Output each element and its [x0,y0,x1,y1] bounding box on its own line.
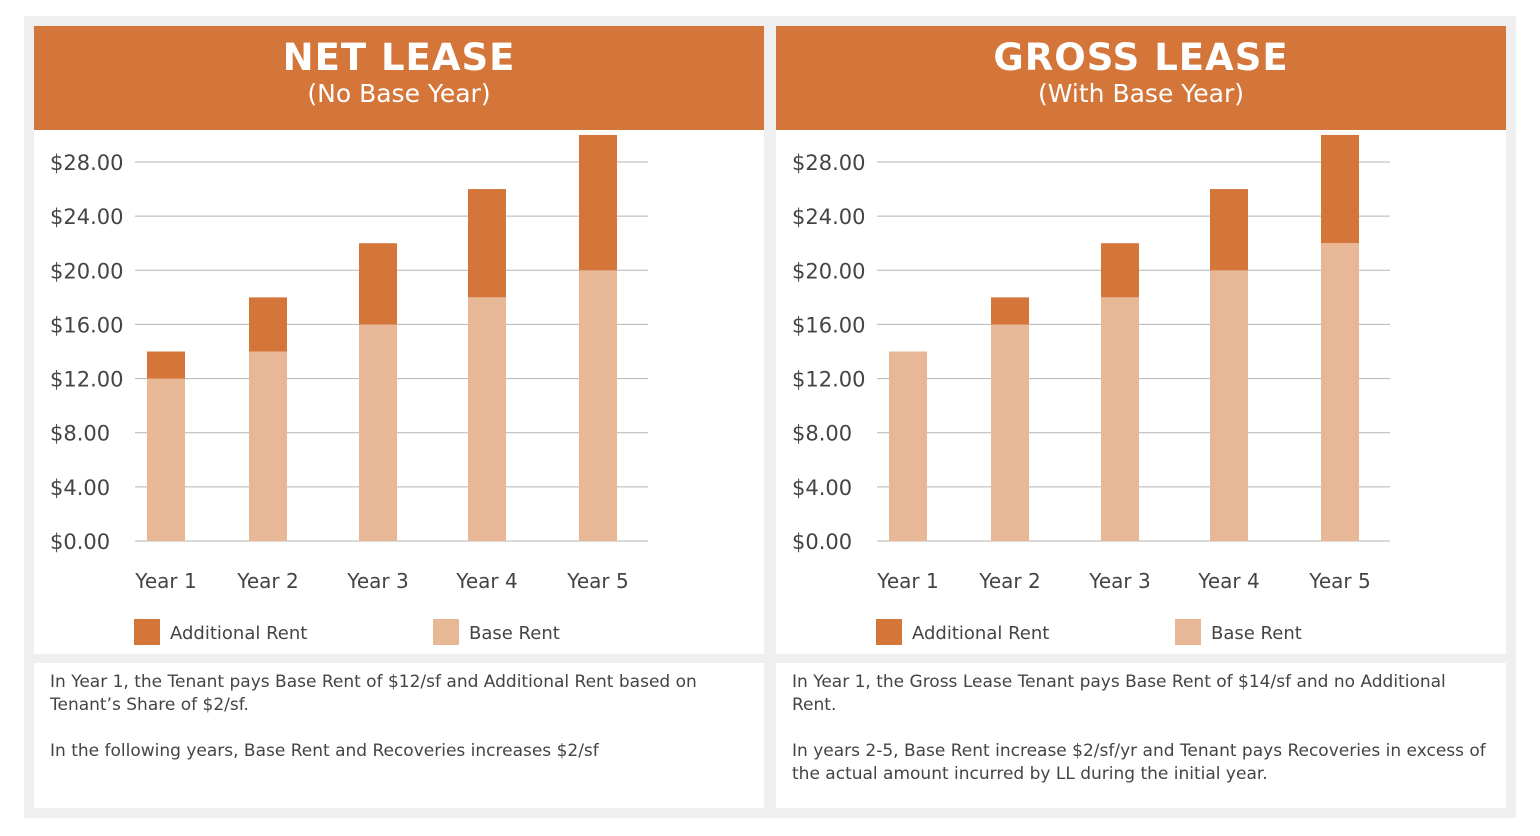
bar-additional-rent [1101,243,1139,298]
bar-additional-rent [468,189,506,298]
legend-label-additional: Additional Rent [170,623,307,644]
bar-base-rent [359,324,397,541]
bar-additional-rent [579,134,617,271]
note-paragraph: In Year 1, the Tenant pays Base Rent of … [50,672,697,715]
y-tick-label: $8.00 [50,422,110,446]
legend-label-additional: Additional Rent [912,623,1049,644]
gross-lease-header: GROSS LEASE (With Base Year) [776,26,1506,130]
x-tick-label: Year 5 [566,569,628,593]
bar-additional-rent [1321,134,1359,244]
panel-subtitle: (No Base Year) [307,79,491,108]
bar-base-rent [147,378,185,541]
bar-additional-rent [147,351,185,379]
bar-additional-rent [249,297,287,352]
legend-label-base: Base Rent [1211,623,1302,644]
y-tick-label: $20.00 [50,259,123,283]
legend-swatch-base [1175,619,1201,645]
net-lease-notes: In Year 1, the Tenant pays Base Rent of … [34,663,764,808]
x-tick-label: Year 3 [1088,569,1150,593]
note-paragraph: In Year 1, the Gross Lease Tenant pays B… [792,672,1446,715]
y-tick-label: $28.00 [50,151,123,175]
y-tick-label: $16.00 [792,313,865,337]
x-tick-label: Year 1 [134,569,196,593]
panel-subtitle: (With Base Year) [1038,79,1244,108]
x-tick-label: Year 1 [876,569,938,593]
chart-svg: $0.00 $4.00 $8.00 $12.00 $16.00 $20.00 $24.00 $… [792,134,1390,645]
net-lease-panel: NET LEASE (No Base Year) $0.00 $4.00 $8.00… [34,26,764,808]
bar-additional-rent [991,297,1029,325]
y-tick-label: $24.00 [50,205,123,229]
net-lease-chart: $0.00 $4.00 $8.00 $12.00 $16.00 $20.00 $24.00 $… [34,130,764,654]
chart-svg: $0.00 $4.00 $8.00 $12.00 $16.00 $20.00 $24.00 $… [50,134,648,645]
bar-base-rent [1101,297,1139,541]
bar-base-rent [579,270,617,541]
x-tick-label: Year 3 [346,569,408,593]
gross-lease-notes: In Year 1, the Gross Lease Tenant pays B… [776,663,1506,808]
y-tick-label: $24.00 [792,205,865,229]
bar-base-rent [249,351,287,541]
y-tick-label: $8.00 [792,422,852,446]
x-tick-label: Year 4 [455,569,517,593]
legend-swatch-additional [134,619,160,645]
y-tick-label: $20.00 [792,259,865,283]
legend-swatch-base [433,619,459,645]
note-paragraph: In years 2-5, Base Rent increase $2/sf/y… [792,741,1486,784]
y-tick-label: $12.00 [792,368,865,392]
bar-base-rent [991,324,1029,541]
legend-swatch-additional [876,619,902,645]
x-tick-label: Year 5 [1308,569,1370,593]
legend-label-base: Base Rent [469,623,560,644]
bar-base-rent [889,351,927,541]
x-tick-label: Year 4 [1197,569,1259,593]
gross-lease-chart: $0.00 $4.00 $8.00 $12.00 $16.00 $20.00 $24.00 $… [776,130,1506,654]
x-tick-label: Year 2 [978,569,1040,593]
gross-lease-panel: GROSS LEASE (With Base Year) $0.00 $4.00 $… [776,26,1506,808]
y-tick-label: $28.00 [792,151,865,175]
panel-title: GROSS LEASE [993,36,1289,79]
y-tick-label: $12.00 [50,368,123,392]
panel-title: NET LEASE [282,36,516,79]
bar-base-rent [1321,243,1359,541]
y-tick-label: $0.00 [50,530,110,554]
y-tick-label: $4.00 [50,476,110,500]
bar-base-rent [468,297,506,541]
y-tick-label: $16.00 [50,313,123,337]
note-paragraph: In the following years, Base Rent and Re… [50,741,599,761]
y-tick-label: $4.00 [792,476,852,500]
net-lease-header: NET LEASE (No Base Year) [34,26,764,130]
y-tick-label: $0.00 [792,530,852,554]
bar-base-rent [1210,270,1248,541]
x-tick-label: Year 2 [236,569,298,593]
bar-additional-rent [359,243,397,325]
bar-additional-rent [1210,189,1248,271]
